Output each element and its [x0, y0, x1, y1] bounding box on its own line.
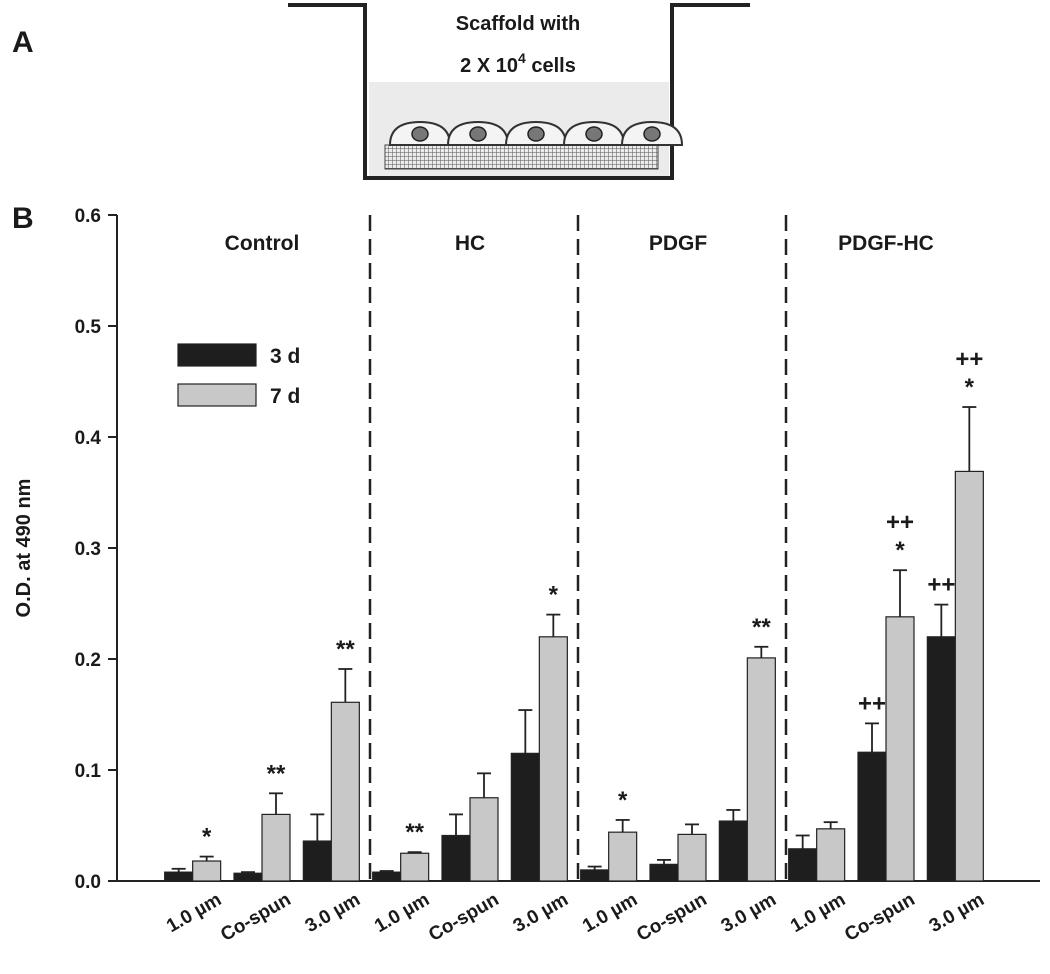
diagram-text: Scaffold with: [456, 13, 580, 35]
bar: [510, 752, 540, 882]
group-label: PDGF-HC: [838, 232, 934, 255]
well-diagram: Scaffold with 2 X 104 cells: [288, 3, 750, 180]
bar: [302, 840, 332, 882]
significance-label: ++: [886, 509, 914, 536]
x-tick-label: 1.0 µm: [579, 889, 641, 937]
bar: [788, 848, 818, 882]
significance-label: **: [405, 819, 424, 846]
x-tick-label: Co-spun: [217, 889, 294, 946]
bar: [233, 872, 263, 882]
bar: [261, 813, 291, 882]
bar: [538, 636, 568, 882]
diagram-text: 2 X 10: [460, 55, 518, 77]
significance-label: *: [895, 537, 905, 564]
significance-label: **: [267, 760, 286, 787]
nucleus: [527, 126, 545, 142]
bar: [441, 834, 471, 882]
bar: [857, 751, 887, 882]
y-tick-label: 0.2: [75, 650, 101, 671]
significance-label: **: [336, 636, 355, 663]
x-tick-label: 1.0 µm: [163, 889, 225, 937]
legend-label: 7 d: [270, 385, 300, 408]
significance-label: ++: [955, 346, 983, 373]
significance-label: *: [618, 787, 628, 814]
diagram-sup: 4: [518, 50, 526, 66]
bar: [469, 797, 499, 882]
well-outline: [288, 3, 750, 180]
x-tick-label: 3.0 µm: [510, 889, 572, 937]
bar: [608, 831, 638, 882]
y-tick-label: 0.3: [75, 539, 101, 560]
y-tick-label: 0.5: [75, 317, 102, 338]
group-label: Control: [225, 232, 300, 255]
bar: [372, 871, 402, 882]
x-tick-label: 1.0 µm: [371, 889, 433, 937]
cells: [388, 120, 684, 146]
bar: [926, 636, 956, 882]
significance-label: *: [965, 374, 975, 401]
nucleus: [643, 126, 661, 142]
legend-swatch: [177, 383, 257, 407]
bar: [164, 871, 194, 882]
y-tick-label: 0.0: [75, 872, 101, 893]
significance-label: *: [549, 582, 559, 609]
nucleus: [585, 126, 603, 142]
significance-label: ++: [858, 690, 886, 717]
y-tick-label: 0.4: [75, 428, 102, 449]
group-label: HC: [455, 232, 485, 255]
bar: [192, 860, 222, 882]
x-tick-label: 3.0 µm: [926, 889, 988, 937]
bar: [330, 701, 360, 882]
bar: [885, 616, 915, 882]
legend-swatch: [177, 343, 257, 367]
x-tick-label: Co-spun: [841, 889, 918, 946]
bar: [954, 470, 984, 882]
significance-label: *: [202, 824, 212, 851]
diagram-text: 2 X 104 cells: [460, 50, 576, 77]
x-tick-label: 1.0 µm: [787, 889, 849, 937]
panel-label: B: [12, 202, 34, 235]
bar: [816, 828, 846, 882]
x-tick-label: Co-spun: [633, 889, 710, 946]
bar: [649, 863, 679, 882]
y-tick-label: 0.6: [75, 206, 101, 227]
bar: [677, 833, 707, 882]
bar: [580, 869, 610, 882]
bar: [746, 657, 776, 882]
panel-label: A: [12, 26, 34, 59]
bar: [718, 820, 748, 882]
bar: [400, 852, 430, 882]
y-axis-label: O.D. at 490 nm: [13, 479, 35, 618]
group-label: PDGF: [649, 232, 708, 255]
nucleus: [469, 126, 487, 142]
significance-label: ++: [927, 572, 955, 599]
significance-label: **: [752, 614, 771, 641]
scaffold: [384, 144, 659, 170]
x-tick-label: 3.0 µm: [302, 889, 364, 937]
x-tick-label: Co-spun: [425, 889, 502, 946]
x-tick-label: 3.0 µm: [718, 889, 780, 937]
y-tick-label: 0.1: [75, 761, 102, 782]
diagram-text: cells: [531, 55, 575, 77]
nucleus: [411, 126, 429, 142]
legend-label: 3 d: [270, 345, 300, 368]
